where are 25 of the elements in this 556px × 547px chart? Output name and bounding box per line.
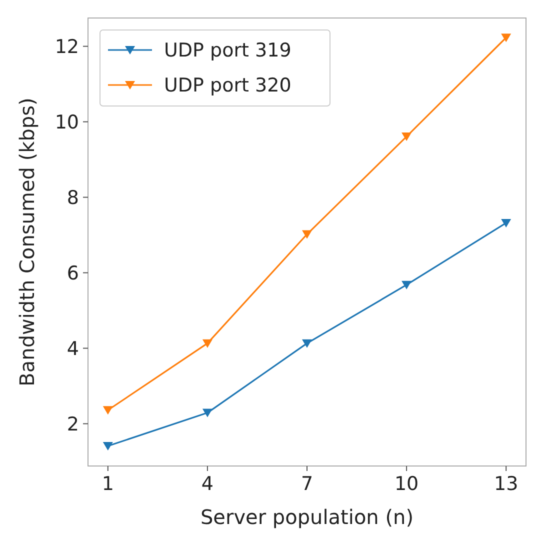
point xyxy=(202,339,212,348)
x-tick-label: 13 xyxy=(494,473,518,495)
y-tick-label: 10 xyxy=(54,111,79,134)
x-tick-label: 1 xyxy=(102,473,114,495)
point xyxy=(501,34,512,42)
point xyxy=(402,280,412,290)
x-tick-label: 10 xyxy=(394,473,419,495)
y-tick-label: 2 xyxy=(66,413,79,436)
point xyxy=(302,230,312,239)
y-axis-title: Bandwidth Consumed (kbps) xyxy=(15,98,39,386)
point xyxy=(402,132,412,142)
x-axis-title: Server population (n) xyxy=(200,505,414,529)
y-tick-label: 8 xyxy=(66,186,79,209)
y-tick-label: 6 xyxy=(66,262,79,284)
point xyxy=(102,406,113,415)
point xyxy=(501,218,512,228)
x-tick-label: 7 xyxy=(300,473,314,495)
point xyxy=(302,339,312,348)
legend-label: UDP port 320 xyxy=(164,74,292,97)
x-tick-label: 4 xyxy=(201,473,214,495)
y-tick-label: 12 xyxy=(54,36,79,58)
legend-label: UDP port 319 xyxy=(164,40,292,62)
point xyxy=(102,442,113,450)
point xyxy=(202,408,212,418)
y-tick-label: 4 xyxy=(66,338,79,360)
